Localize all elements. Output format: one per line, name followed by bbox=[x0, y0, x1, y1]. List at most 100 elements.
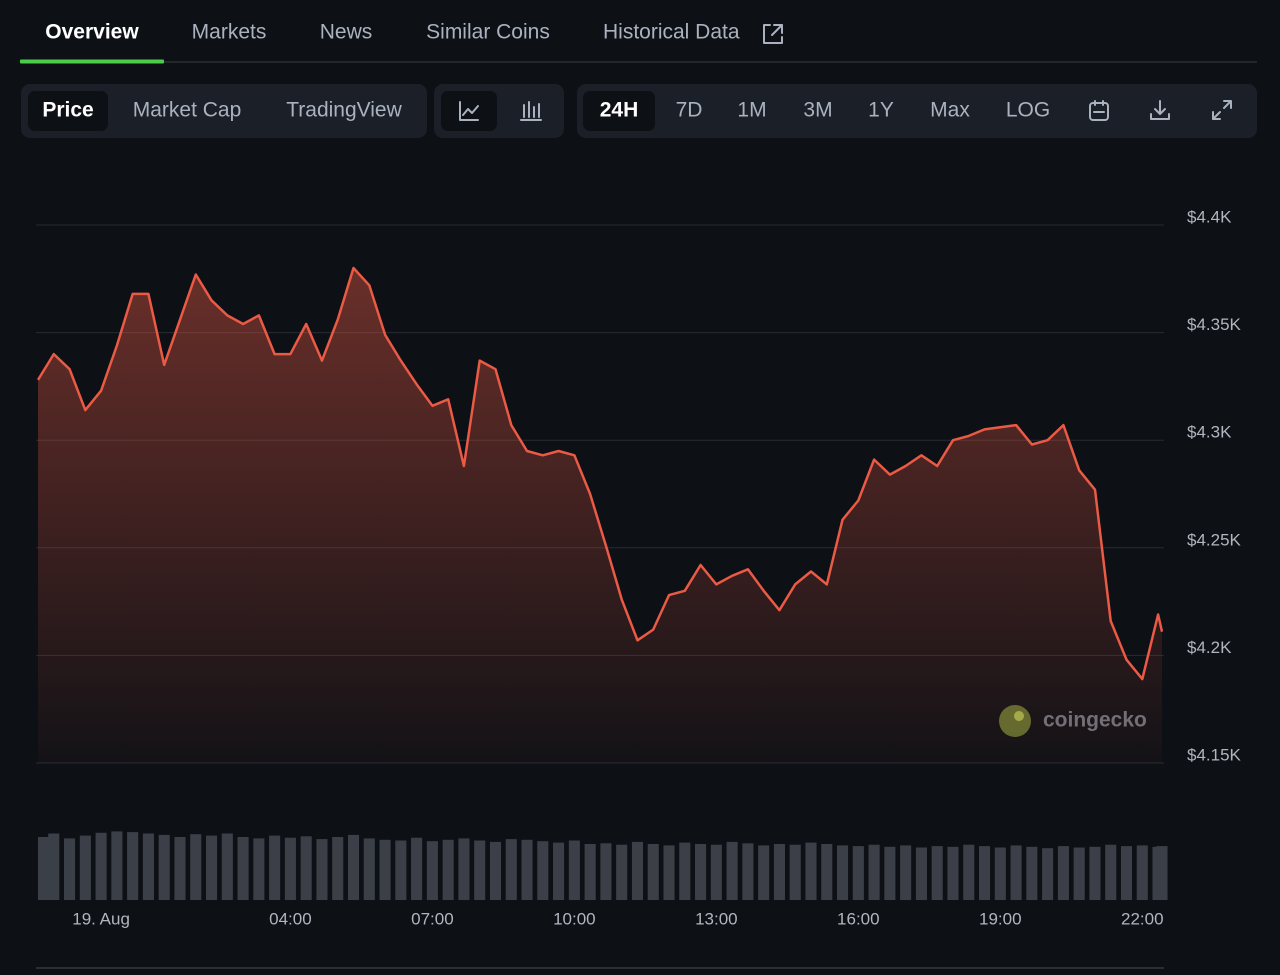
range-group bbox=[577, 84, 1257, 138]
volume-bar bbox=[332, 837, 344, 900]
volume-bar bbox=[127, 832, 139, 900]
volume-bar bbox=[821, 844, 833, 900]
volume-bar bbox=[553, 842, 565, 900]
y-tick-label: $4.3K bbox=[1187, 423, 1232, 442]
volume-bar bbox=[237, 837, 249, 900]
x-tick-label: 19:00 bbox=[979, 909, 1022, 928]
volume-bar bbox=[1105, 844, 1117, 900]
x-tick-label: 07:00 bbox=[411, 909, 454, 928]
volume-bar bbox=[947, 846, 959, 900]
volume-bar bbox=[631, 841, 644, 900]
range-button[interactable]: 3M bbox=[803, 99, 832, 122]
volume-bar bbox=[758, 845, 770, 900]
x-tick-label: 22:00 bbox=[1121, 909, 1164, 928]
y-tick-label: $4.2K bbox=[1187, 638, 1232, 657]
volume-bar bbox=[142, 833, 154, 900]
volume-bar bbox=[316, 839, 328, 900]
volume-bar bbox=[647, 844, 659, 900]
volume-bar bbox=[1120, 846, 1133, 900]
volume-bar bbox=[805, 842, 817, 900]
volume-bar bbox=[789, 844, 801, 900]
volume-bar bbox=[1042, 848, 1054, 900]
candle-chart-icon[interactable] bbox=[520, 101, 542, 121]
volume-bar bbox=[663, 845, 675, 900]
range-button[interactable]: 24H bbox=[600, 99, 639, 122]
y-tick-label: $4.4K bbox=[1187, 207, 1232, 226]
range-button[interactable]: LOG bbox=[1006, 99, 1050, 122]
volume-bar bbox=[64, 838, 76, 900]
range-button[interactable]: 1M bbox=[737, 99, 766, 122]
volume-bar bbox=[442, 839, 454, 900]
volume-bar bbox=[253, 838, 265, 900]
volume-bar bbox=[742, 843, 754, 900]
volume-bar bbox=[1073, 847, 1085, 900]
range-button[interactable]: 1Y bbox=[868, 99, 894, 122]
range-button[interactable]: Max bbox=[930, 99, 970, 122]
view-group bbox=[21, 84, 427, 138]
volume-bar bbox=[537, 841, 549, 900]
volume-bar bbox=[915, 847, 927, 900]
volume-bar bbox=[111, 831, 123, 900]
volume-bar bbox=[679, 842, 691, 900]
price-line bbox=[36, 266, 1164, 681]
volume-bar bbox=[347, 834, 360, 900]
x-tick-label: 16:00 bbox=[837, 909, 880, 928]
volume-bar bbox=[773, 844, 785, 900]
external-link-icon bbox=[763, 24, 783, 44]
x-tick-label: 04:00 bbox=[269, 909, 312, 928]
x-tick-label: 19. Aug bbox=[72, 909, 130, 928]
y-tick-label: $4.25K bbox=[1187, 530, 1242, 549]
price-area bbox=[38, 268, 1162, 763]
x-tick-label: 10:00 bbox=[553, 909, 596, 928]
volume-bar bbox=[474, 840, 486, 900]
volume-bar bbox=[411, 837, 423, 900]
volume-bar bbox=[221, 833, 233, 900]
volume-bar bbox=[1156, 846, 1168, 900]
view-button[interactable]: TradingView bbox=[286, 99, 402, 122]
volume-bar bbox=[300, 836, 312, 900]
view-button[interactable]: Market Cap bbox=[133, 99, 242, 122]
volume-bar bbox=[1136, 845, 1148, 900]
chart: $4.15K $4.2K $4.25K $4.3K $4.35K $4.4K 19. Aug… bbox=[36, 207, 1242, 928]
volume-bar bbox=[205, 835, 218, 900]
volume-bar bbox=[900, 845, 912, 900]
volume-bar bbox=[852, 846, 864, 900]
view-button[interactable]: Price bbox=[42, 99, 93, 122]
range-button[interactable]: 7D bbox=[676, 99, 703, 122]
y-tick-label: $4.35K bbox=[1187, 315, 1242, 334]
active-tab-indicator bbox=[20, 59, 164, 64]
download-icon[interactable] bbox=[1150, 100, 1170, 120]
volume-bar bbox=[1089, 846, 1101, 900]
volume-bar bbox=[48, 833, 60, 900]
volume-bar bbox=[505, 839, 517, 900]
volume-bar bbox=[1026, 846, 1038, 900]
volume-bar bbox=[190, 834, 202, 900]
tab[interactable]: Historical Data bbox=[603, 21, 740, 44]
active-button-bg bbox=[583, 91, 655, 131]
volume-bar bbox=[269, 835, 281, 900]
line-chart-icon[interactable] bbox=[459, 101, 479, 121]
volume-bar bbox=[710, 844, 722, 900]
volume-bar bbox=[994, 847, 1006, 900]
volume-bar bbox=[79, 835, 91, 900]
x-tick-label: 13:00 bbox=[695, 909, 738, 928]
volume-bar bbox=[363, 838, 375, 900]
volume-bar bbox=[695, 844, 707, 900]
volume-bar bbox=[395, 840, 407, 900]
volume-bar bbox=[837, 845, 849, 900]
volume-bar bbox=[174, 837, 186, 900]
calendar-icon[interactable] bbox=[1089, 100, 1109, 121]
volume-bar bbox=[38, 837, 50, 900]
tab[interactable]: Markets bbox=[192, 21, 267, 44]
active-button-bg bbox=[28, 91, 108, 131]
fullscreen-icon[interactable] bbox=[1212, 100, 1232, 120]
tab[interactable]: Similar Coins bbox=[426, 21, 550, 44]
tab[interactable]: Overview bbox=[45, 21, 139, 44]
volume-bar bbox=[1010, 845, 1022, 900]
volume-bar bbox=[158, 834, 170, 900]
volume-bar bbox=[521, 839, 533, 900]
volume-bar bbox=[616, 844, 628, 900]
volume-bar bbox=[1057, 846, 1069, 900]
tab[interactable]: News bbox=[320, 21, 373, 44]
volume-bar bbox=[284, 837, 296, 900]
